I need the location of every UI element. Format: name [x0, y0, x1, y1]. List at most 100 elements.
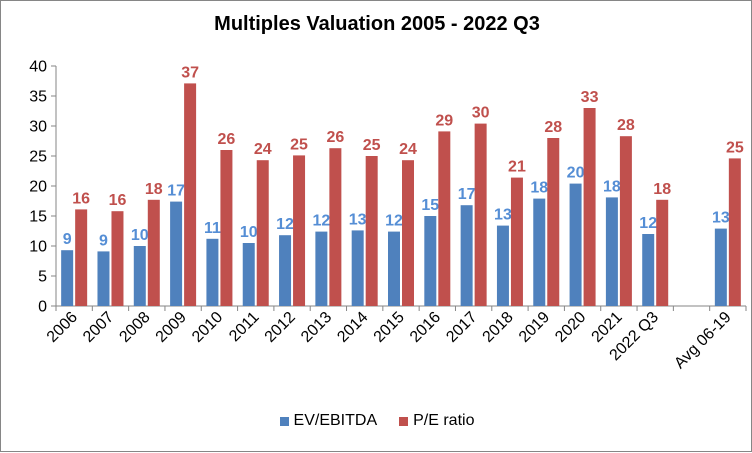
- data-label-ev-ebitda: 12: [385, 213, 403, 230]
- data-label-ev-ebitda: 18: [530, 180, 548, 197]
- x-tick-label: 2011: [226, 309, 262, 345]
- data-label-pe-ratio: 18: [653, 181, 671, 198]
- bar-ev-ebitda: [242, 243, 255, 306]
- x-tick-label: 2006: [44, 309, 81, 346]
- bar-ev-ebitda: [533, 198, 546, 306]
- data-label-pe-ratio: 24: [399, 141, 417, 158]
- bar-pe-ratio: [111, 211, 124, 306]
- bar-pe-ratio: [220, 150, 233, 306]
- bar-pe-ratio: [547, 138, 560, 306]
- x-tick-label: 2013: [298, 309, 335, 346]
- data-label-pe-ratio: 28: [617, 117, 635, 134]
- data-label-ev-ebitda: 18: [603, 178, 621, 195]
- data-label-pe-ratio: 33: [581, 89, 599, 106]
- bar-pe-ratio: [147, 199, 160, 306]
- data-label-pe-ratio: 26: [326, 129, 344, 146]
- data-label-ev-ebitda: 12: [639, 215, 657, 232]
- bar-ev-ebitda: [642, 234, 655, 306]
- x-tick-label: 2019: [516, 309, 553, 346]
- data-label-pe-ratio: 16: [109, 192, 127, 209]
- x-tick-label: 2020: [552, 309, 589, 346]
- data-label-ev-ebitda: 11: [204, 220, 221, 237]
- data-label-ev-ebitda: 10: [131, 227, 149, 244]
- bar-ev-ebitda: [61, 250, 74, 306]
- bar-ev-ebitda: [170, 201, 183, 306]
- data-label-ev-ebitda: 9: [63, 231, 72, 248]
- data-label-pe-ratio: 25: [726, 139, 744, 156]
- x-tick-label: 2010: [189, 309, 226, 346]
- bar-pe-ratio: [619, 136, 632, 306]
- data-label-ev-ebitda: 12: [312, 213, 330, 230]
- data-label-pe-ratio: 25: [290, 136, 308, 153]
- data-label-ev-ebitda: 17: [458, 186, 476, 203]
- y-tick-label: 10: [29, 239, 47, 256]
- legend-item-pe-ratio: P/E ratio: [399, 412, 474, 430]
- bar-ev-ebitda: [351, 230, 364, 306]
- data-label-pe-ratio: 18: [145, 181, 163, 198]
- data-label-ev-ebitda: 13: [494, 207, 512, 224]
- bar-pe-ratio: [583, 108, 596, 306]
- legend-swatch-pe-ratio: [399, 416, 409, 426]
- bar-ev-ebitda: [714, 228, 727, 306]
- bar-ev-ebitda: [496, 225, 509, 306]
- data-label-pe-ratio: 26: [218, 131, 236, 148]
- bar-pe-ratio: [184, 83, 197, 307]
- x-tick-label: 2015: [371, 309, 408, 346]
- x-tick-label: 2014: [334, 309, 371, 346]
- legend-item-ev-ebitda: EV/EBITDA: [279, 412, 377, 430]
- data-label-ev-ebitda: 12: [276, 216, 294, 233]
- x-tick-label: 2017: [443, 309, 480, 346]
- x-tick-label: 2016: [407, 309, 444, 346]
- chart-title: Multiples Valuation 2005 - 2022 Q3: [214, 13, 540, 35]
- bar-ev-ebitda: [279, 235, 292, 306]
- bar-ev-ebitda: [569, 183, 582, 306]
- bar-pe-ratio: [75, 209, 88, 306]
- y-tick-label: 15: [29, 209, 47, 226]
- x-tick-label: 2009: [153, 309, 190, 346]
- data-label-pe-ratio: 37: [181, 64, 199, 81]
- y-tick-label: 40: [29, 59, 47, 76]
- legend-swatch-ev-ebitda: [279, 416, 289, 426]
- data-label-ev-ebitda: 13: [349, 211, 367, 228]
- bar-ev-ebitda: [424, 216, 437, 306]
- bar-ev-ebitda: [605, 197, 618, 306]
- data-label-pe-ratio: 28: [544, 119, 562, 136]
- bar-pe-ratio: [510, 177, 523, 306]
- bar-pe-ratio: [256, 160, 269, 306]
- bar-pe-ratio: [474, 123, 487, 306]
- bar-ev-ebitda: [315, 231, 328, 306]
- x-tick-label: 2018: [480, 309, 517, 346]
- y-tick-label: 20: [29, 179, 47, 196]
- bar-ev-ebitda: [97, 251, 110, 306]
- bar-pe-ratio: [293, 155, 306, 306]
- data-label-ev-ebitda: 20: [567, 165, 585, 182]
- bar-pe-ratio: [656, 199, 669, 306]
- bar-ev-ebitda: [388, 231, 400, 306]
- bar-ev-ebitda: [206, 238, 219, 306]
- data-label-ev-ebitda: 13: [712, 210, 730, 227]
- bar-pe-ratio: [728, 158, 741, 306]
- bar-ev-ebitda: [133, 246, 146, 306]
- x-tick-label: 2012: [262, 309, 299, 346]
- y-tick-label: 30: [29, 119, 47, 136]
- bar-pe-ratio: [365, 156, 378, 306]
- y-tick-label: 5: [38, 269, 47, 286]
- data-label-ev-ebitda: 10: [240, 224, 258, 241]
- bar-pe-ratio: [438, 131, 451, 306]
- legend: EV/EBITDA P/E ratio: [1, 412, 752, 430]
- data-label-ev-ebitda: 9: [99, 232, 108, 249]
- data-label-pe-ratio: 29: [435, 112, 453, 129]
- y-tick-label: 0: [38, 299, 47, 316]
- bar-ev-ebitda: [460, 205, 473, 306]
- x-tick-label: 2007: [80, 309, 117, 346]
- data-label-ev-ebitda: 15: [421, 197, 439, 214]
- data-label-pe-ratio: 21: [508, 159, 526, 176]
- x-tick-label: 2008: [116, 309, 153, 346]
- bar-pe-ratio: [402, 160, 414, 306]
- data-label-pe-ratio: 24: [254, 141, 272, 158]
- data-label-pe-ratio: 30: [472, 105, 490, 122]
- y-tick-label: 25: [29, 149, 47, 166]
- y-tick-label: 35: [29, 89, 47, 106]
- data-label-pe-ratio: 25: [363, 137, 381, 154]
